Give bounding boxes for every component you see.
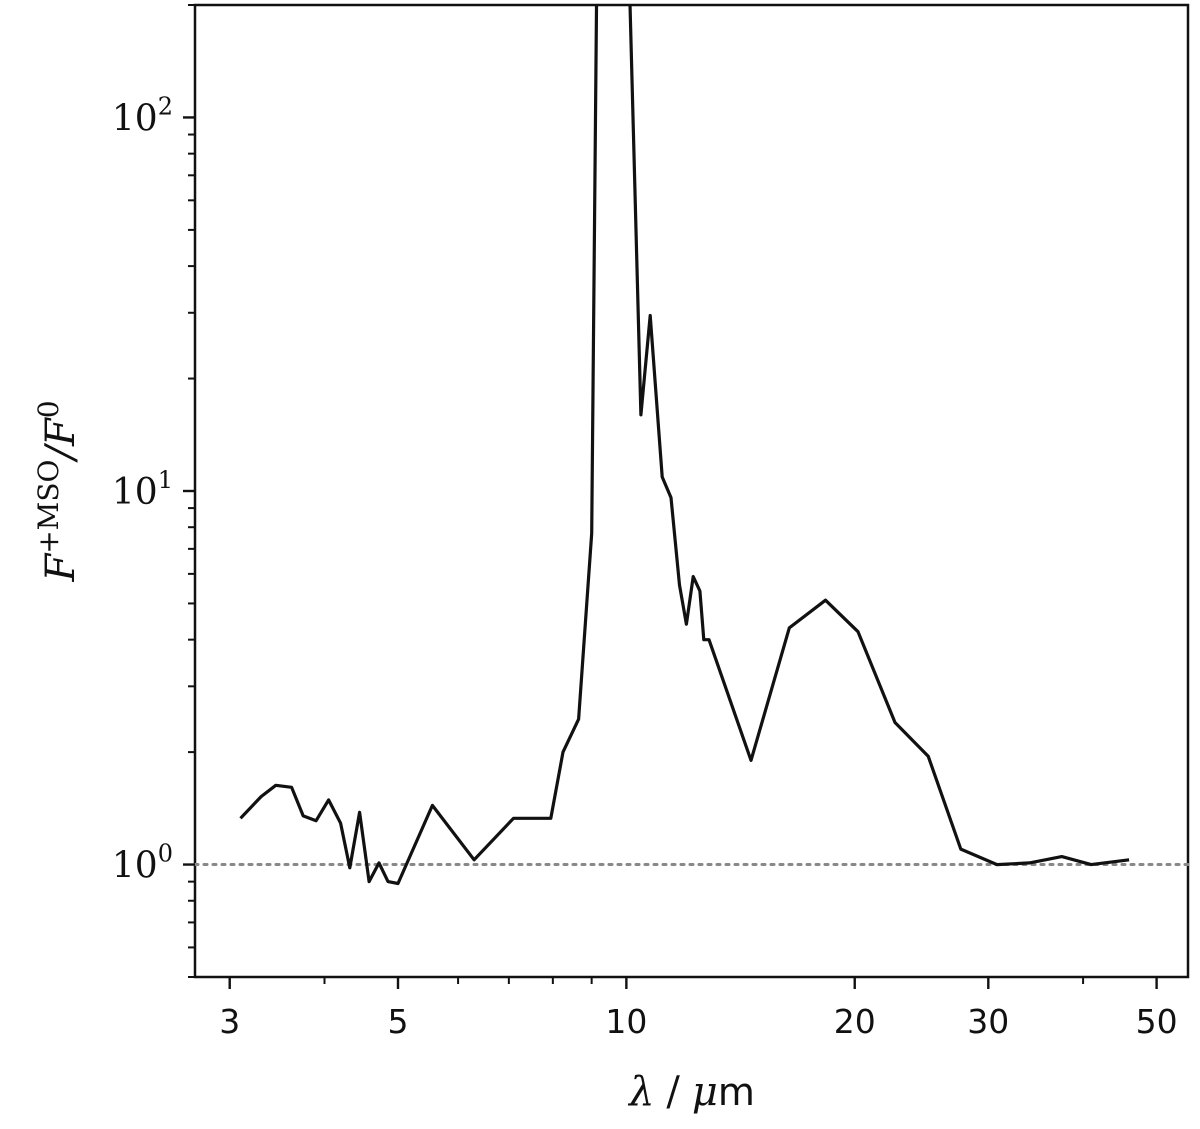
ylabel-sup1: +MSO	[32, 460, 65, 554]
x-tick-label-20: 20	[834, 1002, 876, 1041]
x-axis-title: λ / μm	[627, 1069, 755, 1115]
x-tick-label-30: 30	[967, 1002, 1009, 1041]
series-line-0	[239, 5, 1130, 886]
x-ticks: 3 5 10 20 30 50	[219, 977, 1178, 1041]
ylabel-slash: /F	[38, 417, 84, 463]
plot-frame	[193, 3, 1190, 979]
y-tick-exponent: 1	[158, 466, 173, 494]
y-tick-base: 10	[112, 846, 158, 887]
y-tick-label-0: 100	[112, 840, 173, 887]
y-tick-label-2: 102	[112, 92, 173, 139]
series-layer	[239, 5, 1130, 886]
xlabel-mu: μ	[692, 1069, 718, 1115]
y-tick-label-1: 101	[112, 466, 173, 513]
x-tick-label-50: 50	[1136, 1002, 1178, 1041]
x-tick-label-3: 3	[219, 1002, 240, 1041]
y-tick-exponent: 2	[158, 92, 173, 120]
ylabel-f1: F	[38, 553, 84, 583]
x-tick-label-10: 10	[605, 1002, 647, 1041]
xlabel-sep: /	[666, 1069, 680, 1115]
y-tick-base: 10	[112, 472, 158, 513]
ylabel-sup2: 0	[32, 400, 65, 418]
y-axis-title: F+MSO/F0	[32, 400, 84, 582]
y-tick-base: 10	[112, 98, 158, 139]
x-tick-label-5: 5	[388, 1002, 409, 1041]
y-tick-exponent: 0	[158, 840, 173, 868]
xlabel-symbol: λ	[627, 1069, 654, 1115]
svg-text:F+MSO/F0: F+MSO/F0	[32, 400, 84, 582]
xlabel-m: m	[718, 1070, 755, 1114]
